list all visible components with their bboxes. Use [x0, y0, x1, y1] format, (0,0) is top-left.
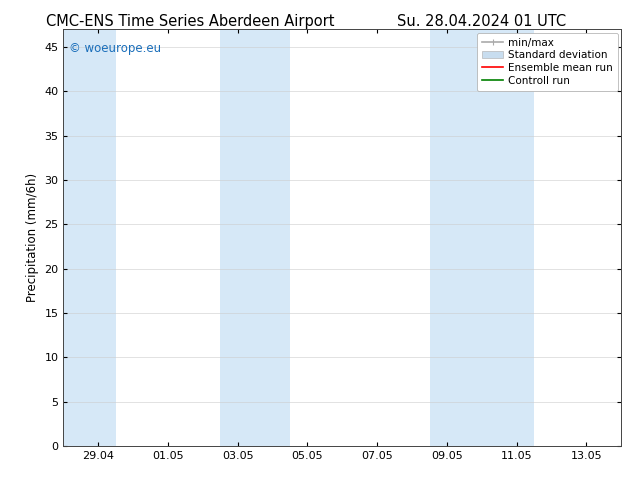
Y-axis label: Precipitation (mm/6h): Precipitation (mm/6h): [26, 173, 39, 302]
Bar: [221, 29, 290, 446]
Bar: [429, 29, 534, 446]
Text: CMC-ENS Time Series Aberdeen Airport: CMC-ENS Time Series Aberdeen Airport: [46, 14, 335, 29]
Text: Su. 28.04.2024 01 UTC: Su. 28.04.2024 01 UTC: [398, 14, 566, 29]
Legend: min/max, Standard deviation, Ensemble mean run, Controll run: min/max, Standard deviation, Ensemble me…: [477, 32, 618, 91]
Text: © woeurope.eu: © woeurope.eu: [69, 42, 161, 55]
Bar: [63, 29, 115, 446]
